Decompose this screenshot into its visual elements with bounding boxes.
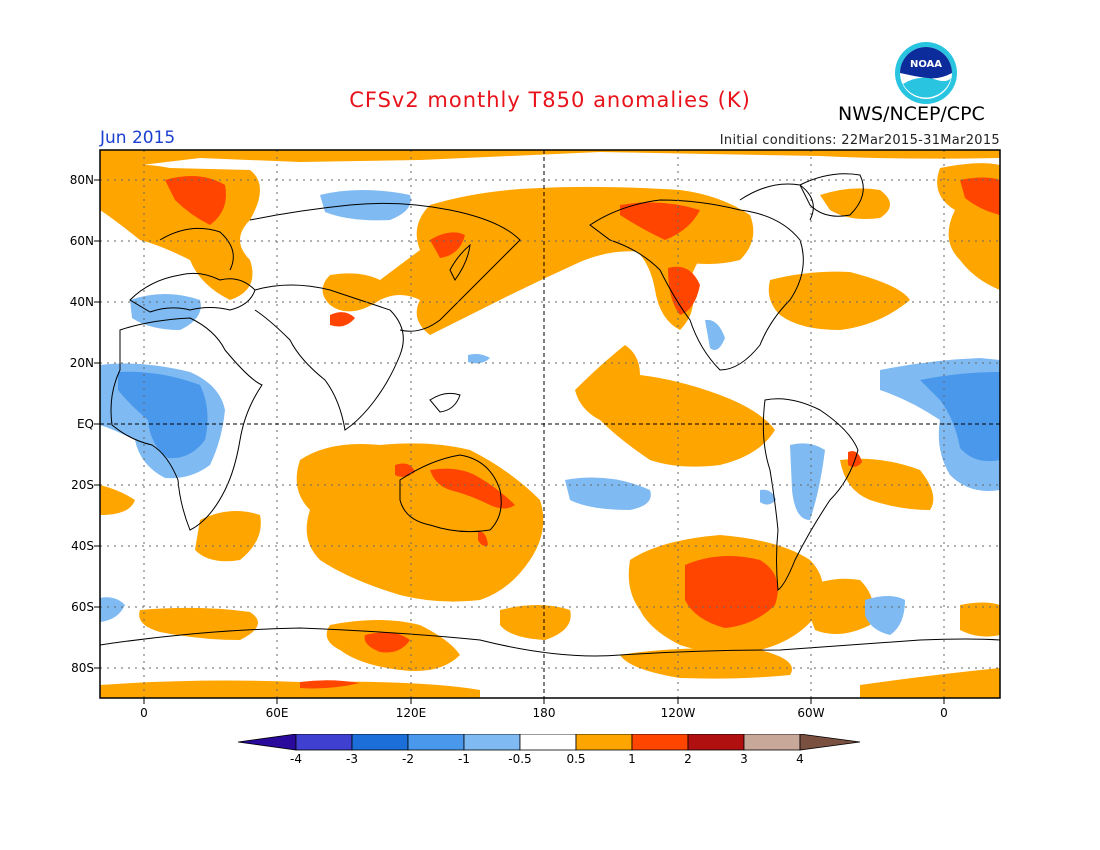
lat-label-40s: 40S <box>71 539 94 553</box>
lat-label-20n: 20N <box>69 356 94 370</box>
colorbar-label: 1 <box>628 752 636 766</box>
colorbar-swatch <box>575 734 633 751</box>
valid-month-label: Jun 2015 <box>100 128 176 148</box>
lat-label-60s: 60S <box>71 600 94 614</box>
ticks <box>94 179 945 704</box>
colorbar-swatch <box>631 734 689 751</box>
colorbar-label: -4 <box>290 752 302 766</box>
colorbar-swatch <box>295 734 353 751</box>
graticule <box>100 150 1000 698</box>
colorbar-label: -3 <box>346 752 358 766</box>
lon-label-120w: 120W <box>660 706 696 720</box>
agency-label: NWS/NCEP/CPC <box>838 103 985 125</box>
lat-label-80s: 80S <box>71 661 94 675</box>
colorbar-arrow-right <box>799 734 861 751</box>
colorbar <box>238 734 861 751</box>
coastlines <box>100 173 1000 657</box>
lat-label-60n: 60N <box>69 234 94 248</box>
colorbar-label: 2 <box>684 752 692 766</box>
colorbar-swatch <box>519 734 577 751</box>
colorbar-swatch <box>463 734 521 751</box>
lon-label-180: 180 <box>532 706 556 720</box>
lon-label-0: 0 <box>140 706 148 720</box>
colorbar-label: 3 <box>740 752 748 766</box>
lat-label-80n: 80N <box>69 173 94 187</box>
colorbar-label: -0.5 <box>508 752 532 766</box>
map-title: CFSv2 monthly T850 anomalies (K) <box>349 88 751 112</box>
noaa-logo: NOAA <box>895 42 957 104</box>
colorbar-label: 0.5 <box>566 752 586 766</box>
lat-label-eq: EQ <box>76 417 94 431</box>
colorbar-swatch <box>351 734 409 751</box>
lat-label-20s: 20S <box>71 478 94 492</box>
initial-conditions-label: Initial conditions: 22Mar2015-31Mar2015 <box>719 133 1000 148</box>
colorbar-label: -2 <box>402 752 414 766</box>
lon-label-60e: 60E <box>265 706 289 720</box>
colorbar-swatch <box>687 734 745 751</box>
colorbar-label: -1 <box>458 752 470 766</box>
lon-label-60w: 60W <box>797 706 825 720</box>
colorbar-arrow-left <box>238 734 297 751</box>
lon-label-120e: 120E <box>395 706 427 720</box>
lat-label-40n: 40N <box>69 295 94 309</box>
logo-text: NOAA <box>910 59 942 70</box>
lon-label-0-east: 0 <box>940 706 948 720</box>
anomaly-fields <box>100 150 1000 698</box>
colorbar-label: 4 <box>796 752 804 766</box>
equator-dateline <box>100 150 1000 698</box>
colorbar-swatch <box>743 734 801 751</box>
colorbar-swatch <box>407 734 465 751</box>
